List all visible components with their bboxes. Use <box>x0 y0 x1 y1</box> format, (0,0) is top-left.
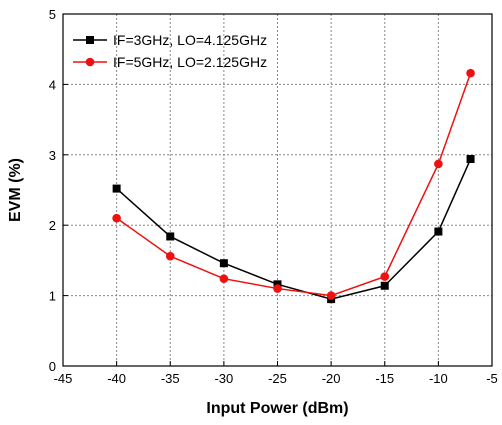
y-tick-label: 3 <box>49 148 56 163</box>
ticks: -45 -40 -35 -30 -25 -20 -15 -10 -5 0 1 2 3 4 5 <box>49 7 498 386</box>
data-point <box>380 281 389 290</box>
grid <box>63 14 492 366</box>
legend-marker <box>85 57 95 67</box>
y-tick-label: 4 <box>49 77 56 92</box>
series-line <box>116 158 472 300</box>
data-point <box>166 232 175 241</box>
x-tick-label: -15 <box>375 371 394 386</box>
data-point <box>466 155 475 164</box>
x-tick-label: -5 <box>486 371 498 386</box>
legend-label: IF=5GHz, LO=2.125GHz <box>113 54 267 70</box>
y-tick-label: 0 <box>49 359 56 374</box>
y-tick-label: 5 <box>49 7 56 22</box>
y-tick-label: 1 <box>49 289 56 304</box>
data-point <box>380 272 390 281</box>
x-tick-label: -30 <box>214 371 233 386</box>
data-point <box>165 251 175 261</box>
data-point <box>434 159 443 169</box>
x-tick-label: -40 <box>107 371 126 386</box>
data-point <box>466 68 475 78</box>
x-tick-label: -35 <box>161 371 180 386</box>
series-1 <box>112 155 475 304</box>
data-point <box>273 284 282 293</box>
x-tick-label: -25 <box>268 371 287 386</box>
y-tick-label: 2 <box>49 218 56 233</box>
legend-label: IF=3GHz, LO=4.125GHz <box>113 32 267 48</box>
data-point <box>112 213 121 223</box>
legend: IF=3GHz, LO=4.125GHz IF=5GHz, LO=2.125GHz <box>73 32 267 70</box>
series-line <box>116 72 472 297</box>
data-point <box>434 227 443 236</box>
x-tick-label: -10 <box>429 371 448 386</box>
data-point <box>326 291 336 300</box>
x-tick-label: -45 <box>54 371 73 386</box>
y-axis-title: EVM (%) <box>7 158 24 222</box>
x-tick-label: -20 <box>322 371 341 386</box>
legend-marker <box>86 36 94 44</box>
series-layer <box>112 68 475 304</box>
series-2 <box>112 68 475 300</box>
data-point <box>112 184 121 193</box>
x-axis-title: Input Power (dBm) <box>206 400 348 417</box>
data-point <box>219 259 228 268</box>
data-point <box>219 274 229 284</box>
